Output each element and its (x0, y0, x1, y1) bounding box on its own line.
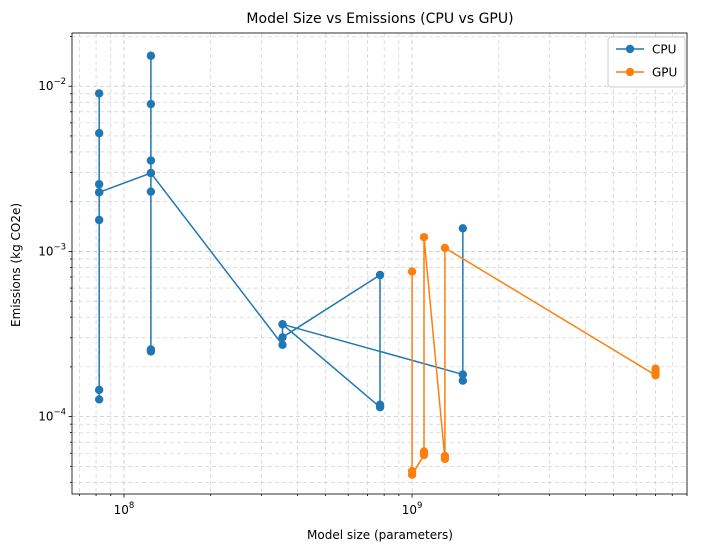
gpu-data-point (419, 232, 429, 242)
cpu-data-point (94, 128, 104, 138)
series-layer (94, 51, 660, 479)
legend: CPU GPU (607, 36, 686, 88)
legend-cpu-marker (625, 44, 635, 54)
cpu-data-point (458, 224, 468, 233)
x-tick-label: 108 (114, 501, 135, 517)
gpu-data-point (651, 364, 660, 373)
y-tick-label: 10−2 (38, 77, 66, 93)
gpu-data-point (407, 470, 417, 479)
y-tick-label: 10−4 (38, 408, 66, 424)
cpu-data-point (375, 270, 385, 280)
cpu-data-point (94, 395, 104, 404)
cpu-data-point (146, 347, 156, 356)
x-tick-label: 109 (402, 501, 423, 517)
cpu-data-point (458, 376, 468, 385)
y-axis-label: Emissions (kg CO2e) (9, 203, 23, 327)
cpu-data-point (146, 156, 156, 165)
cpu-data-point (146, 99, 156, 109)
plot-frame (71, 32, 688, 495)
gpu-data-point (440, 243, 450, 253)
gpu-data-point (440, 451, 450, 461)
cpu-data-point (278, 320, 287, 329)
cpu-data-point (146, 51, 156, 60)
x-axis-label: Model size (parameters) (307, 528, 453, 542)
cpu-data-point (94, 188, 104, 197)
ticks: 108 109 10−4 10−3 10−2 (38, 36, 688, 517)
cpu-data-point (278, 340, 287, 350)
cpu-data-point (458, 370, 468, 379)
cpu-data-point (146, 187, 156, 196)
cpu-data-point (146, 168, 156, 178)
legend-gpu-label: GPU (652, 66, 677, 80)
cpu-data-point (375, 403, 385, 412)
grid (72, 33, 688, 494)
cpu-data-point (278, 333, 287, 342)
cpu-data-point (94, 89, 104, 98)
cpu-data-point (94, 385, 104, 395)
legend-gpu-marker (625, 67, 635, 77)
cpu-data-point (94, 215, 104, 225)
y-tick-label: 10−3 (38, 242, 66, 258)
chart-title: Model Size vs Emissions (CPU vs GPU) (246, 11, 513, 27)
legend-cpu-label: CPU (652, 43, 676, 57)
cpu-data-point (94, 180, 104, 189)
gpu-data-point (419, 447, 429, 456)
gpu-data-point (407, 267, 417, 276)
